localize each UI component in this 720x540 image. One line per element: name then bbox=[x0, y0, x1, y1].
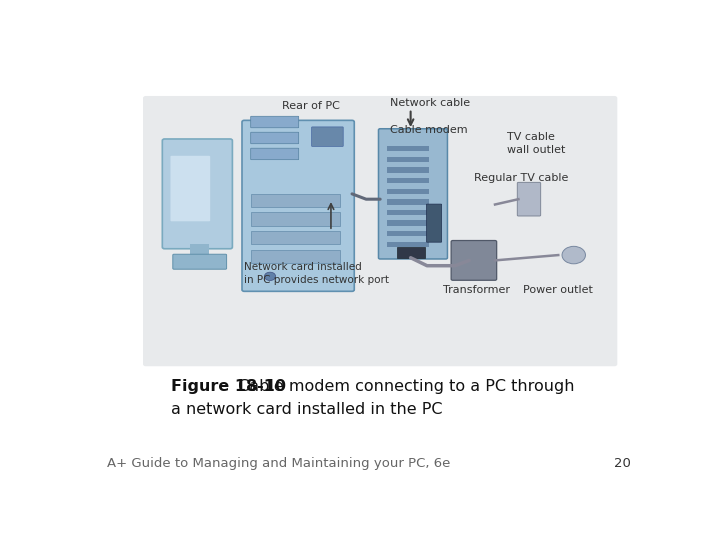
Text: Network cable: Network cable bbox=[390, 98, 469, 109]
Bar bbox=[251, 231, 341, 245]
FancyBboxPatch shape bbox=[426, 204, 441, 242]
FancyBboxPatch shape bbox=[162, 139, 233, 249]
Text: A+ Guide to Managing and Maintaining your PC, 6e: A+ Guide to Managing and Maintaining you… bbox=[107, 457, 450, 470]
FancyBboxPatch shape bbox=[517, 183, 541, 216]
FancyBboxPatch shape bbox=[242, 120, 354, 291]
Text: Rear of PC: Rear of PC bbox=[282, 101, 340, 111]
Bar bbox=[251, 194, 341, 207]
Bar bbox=[387, 210, 429, 215]
Bar bbox=[190, 245, 209, 258]
Text: Regular TV cable: Regular TV cable bbox=[474, 173, 568, 183]
Text: TV cable
wall outlet: TV cable wall outlet bbox=[507, 132, 565, 154]
Bar bbox=[387, 178, 429, 183]
FancyBboxPatch shape bbox=[251, 116, 299, 128]
Bar bbox=[387, 157, 429, 162]
Circle shape bbox=[264, 272, 276, 281]
Bar bbox=[387, 146, 429, 151]
FancyBboxPatch shape bbox=[451, 240, 497, 280]
FancyBboxPatch shape bbox=[379, 129, 447, 259]
Bar bbox=[387, 231, 429, 237]
Text: Network card installed
in PC provides network port: Network card installed in PC provides ne… bbox=[244, 262, 390, 285]
Text: Figure 18-10: Figure 18-10 bbox=[171, 379, 286, 394]
Text: Power outlet: Power outlet bbox=[523, 285, 593, 295]
Text: 20: 20 bbox=[614, 457, 631, 470]
FancyBboxPatch shape bbox=[143, 96, 617, 366]
Bar bbox=[387, 199, 429, 205]
Bar bbox=[387, 188, 429, 194]
Text: Cable modem connecting to a PC through: Cable modem connecting to a PC through bbox=[233, 379, 575, 394]
Text: Transformer: Transformer bbox=[444, 285, 510, 295]
Bar bbox=[387, 220, 429, 226]
Bar bbox=[397, 247, 425, 258]
Text: Cable modem: Cable modem bbox=[390, 125, 467, 135]
Text: a network card installed in the PC: a network card installed in the PC bbox=[171, 402, 442, 417]
FancyBboxPatch shape bbox=[173, 254, 227, 269]
FancyBboxPatch shape bbox=[312, 127, 343, 146]
FancyBboxPatch shape bbox=[251, 148, 299, 160]
Bar bbox=[251, 249, 341, 263]
Bar bbox=[387, 167, 429, 173]
Bar bbox=[251, 213, 341, 226]
Circle shape bbox=[562, 246, 585, 264]
FancyBboxPatch shape bbox=[251, 132, 299, 144]
Bar bbox=[387, 242, 429, 247]
FancyBboxPatch shape bbox=[171, 156, 210, 221]
